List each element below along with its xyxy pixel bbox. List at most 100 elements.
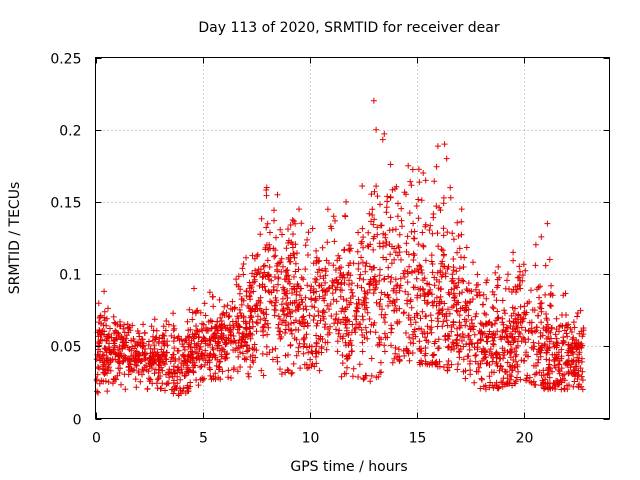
data-point: [214, 318, 221, 325]
data-point: [528, 325, 535, 332]
data-point: [474, 271, 481, 278]
data-point: [299, 299, 306, 306]
data-point: [395, 200, 401, 207]
data-point: [574, 313, 581, 320]
data-point: [420, 170, 427, 176]
data-point: [319, 244, 326, 251]
data-point: [249, 345, 256, 352]
data-point: [436, 307, 442, 314]
data-point: [155, 361, 162, 368]
data-point: [555, 366, 562, 373]
data-point: [121, 321, 127, 328]
data-point: [252, 354, 259, 361]
data-point: [293, 291, 300, 298]
data-point: [327, 323, 333, 330]
x-tick-label: 10: [302, 431, 320, 447]
data-point: [210, 303, 217, 310]
data-point: [272, 299, 279, 306]
data-point: [149, 349, 156, 356]
data-point: [392, 226, 399, 233]
data-point: [305, 364, 312, 371]
data-point: [397, 275, 404, 282]
data-point: [171, 334, 178, 341]
data-point: [253, 347, 260, 354]
data-point: [474, 292, 481, 299]
data-point: [305, 252, 311, 258]
data-point: [395, 346, 402, 353]
data-point: [508, 334, 515, 341]
data-point: [578, 373, 585, 380]
data-point: [194, 307, 201, 314]
data-point: [358, 326, 365, 333]
data-point: [181, 338, 188, 344]
data-point: [320, 313, 327, 320]
data-point: [116, 352, 122, 359]
data-point: [478, 375, 485, 382]
data-point: [265, 324, 272, 331]
data-point: [455, 349, 462, 355]
data-point: [259, 324, 266, 331]
data-point: [261, 269, 268, 276]
data-point: [259, 284, 266, 291]
data-point: [451, 295, 458, 302]
data-point: [440, 200, 447, 207]
data-point: [124, 321, 131, 328]
data-point: [468, 288, 475, 295]
data-point: [398, 256, 404, 263]
data-point: [105, 367, 112, 374]
data-point: [421, 275, 428, 282]
data-point: [319, 287, 326, 294]
data-point: [258, 215, 265, 222]
data-point: [321, 309, 328, 316]
data-point: [370, 282, 377, 289]
data-point: [116, 323, 123, 330]
data-point: [139, 371, 145, 378]
data-point: [272, 345, 279, 352]
data-point: [498, 336, 505, 343]
data-point: [517, 319, 524, 326]
data-point: [186, 306, 193, 313]
data-point: [418, 197, 425, 204]
data-point: [524, 372, 531, 379]
data-point: [96, 327, 103, 333]
data-point: [298, 274, 305, 281]
data-point: [325, 285, 332, 292]
data-point: [551, 362, 558, 369]
data-point: [330, 213, 337, 220]
data-point: [319, 267, 326, 274]
data-point: [510, 310, 517, 317]
y-tick-label: 0: [73, 413, 82, 429]
data-point: [361, 294, 368, 301]
data-point: [254, 251, 261, 258]
data-point: [168, 332, 175, 339]
data-point: [565, 341, 572, 348]
data-point: [274, 260, 281, 267]
data-point: [515, 368, 522, 375]
data-point: [219, 321, 225, 327]
data-point: [405, 314, 412, 321]
data-point: [347, 295, 354, 302]
data-point: [102, 363, 108, 370]
data-point: [480, 383, 487, 390]
data-point: [435, 310, 442, 317]
data-point: [304, 236, 311, 243]
data-point: [213, 323, 219, 330]
data-point: [386, 241, 393, 248]
data-point: [355, 296, 362, 303]
data-point: [392, 276, 399, 283]
data-point: [323, 346, 330, 353]
data-point: [257, 266, 264, 273]
data-point: [218, 345, 225, 352]
data-point: [247, 364, 254, 370]
data-point: [360, 276, 367, 283]
data-point: [538, 319, 545, 326]
data-point: [456, 265, 463, 272]
data-point: [430, 352, 437, 359]
data-point: [513, 344, 520, 351]
data-point: [131, 338, 138, 345]
data-point: [127, 368, 134, 375]
data-point: [373, 374, 380, 381]
data-point: [157, 373, 164, 379]
data-point: [429, 269, 436, 276]
data-point: [289, 290, 295, 296]
